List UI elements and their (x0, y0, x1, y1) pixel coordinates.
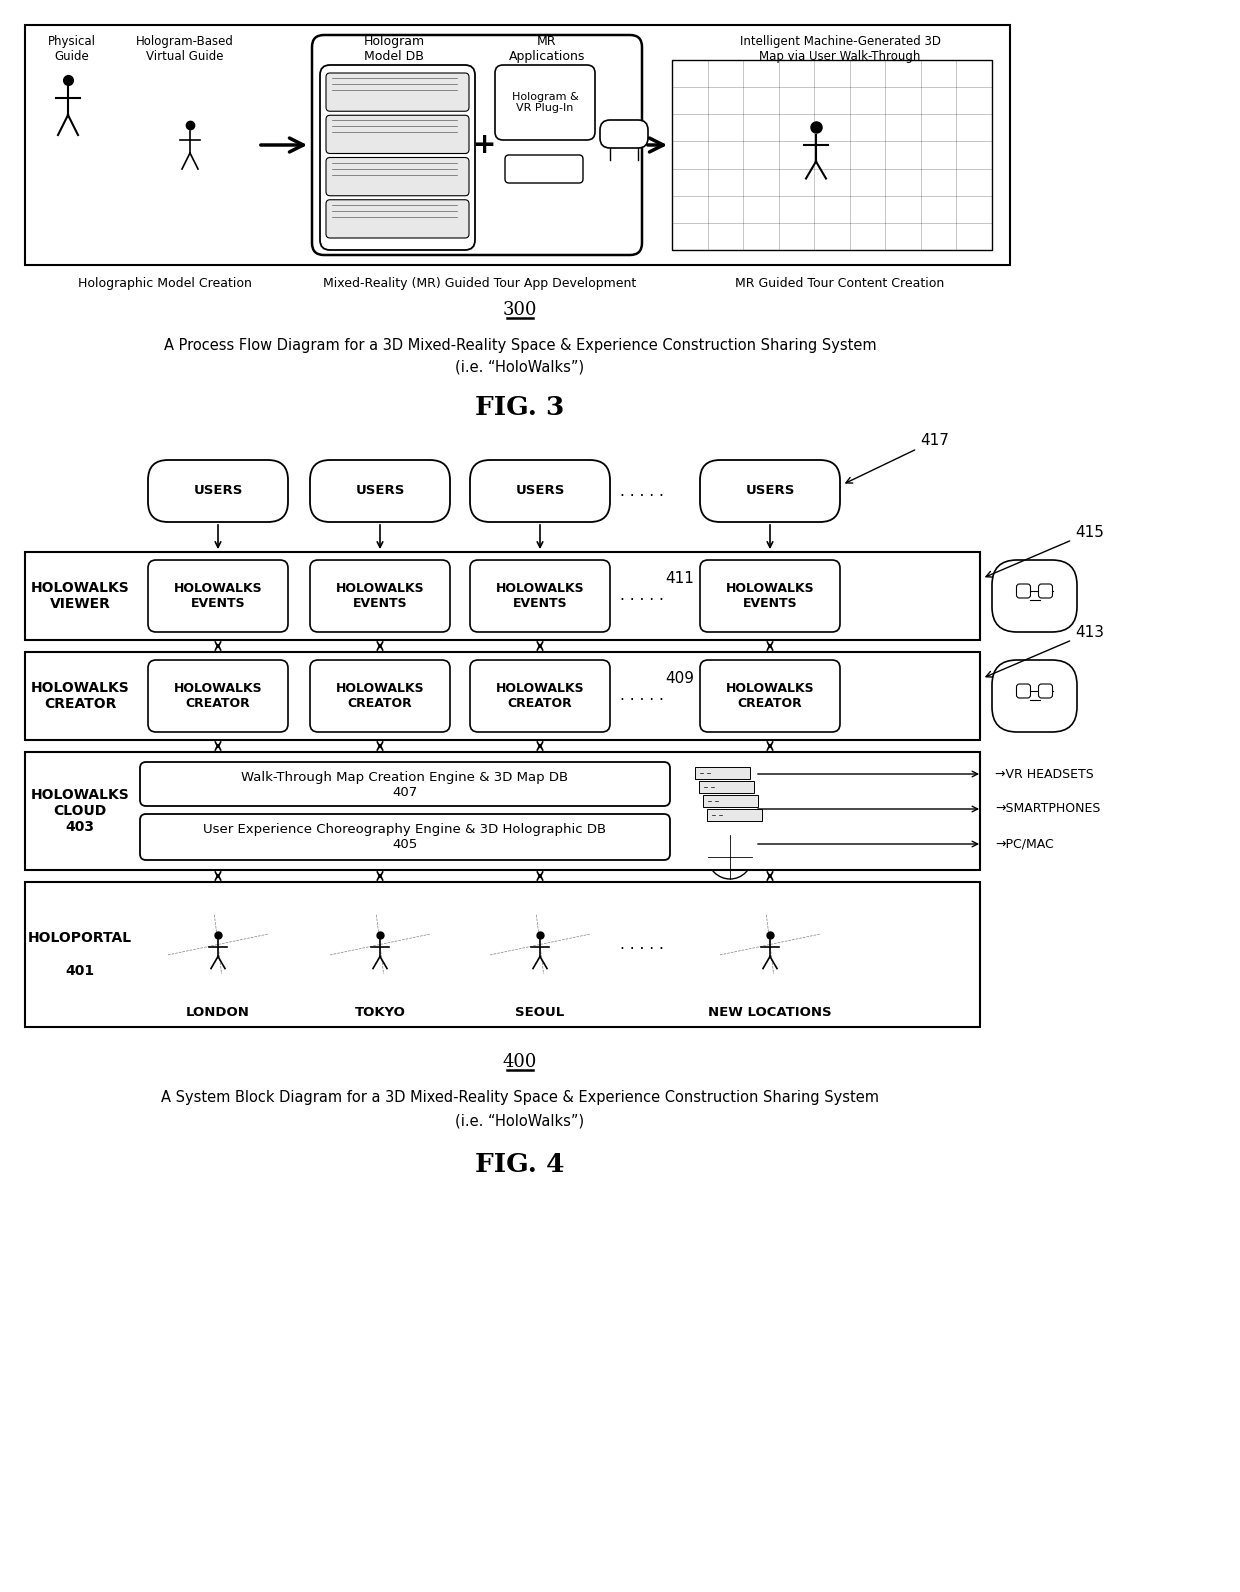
FancyBboxPatch shape (148, 661, 288, 732)
Text: →SMARTPHONES: →SMARTPHONES (994, 802, 1100, 815)
Text: USERS: USERS (745, 484, 795, 497)
Bar (25, 552, 980, 640)
Bar (694, 767, 750, 778)
FancyBboxPatch shape (701, 661, 839, 732)
FancyBboxPatch shape (1017, 685, 1030, 697)
Bar (707, 809, 763, 821)
Text: HOLOWALKS
EVENTS: HOLOWALKS EVENTS (336, 583, 424, 610)
Text: USERS: USERS (516, 484, 564, 497)
Text: HOLOWALKS
CREATOR: HOLOWALKS CREATOR (496, 681, 584, 710)
Bar (25, 25, 1011, 264)
FancyBboxPatch shape (312, 35, 642, 255)
Text: 405: 405 (392, 837, 418, 850)
FancyBboxPatch shape (326, 199, 469, 237)
Text: Walk-Through Map Creation Engine & 3D Map DB: Walk-Through Map Creation Engine & 3D Ma… (242, 771, 569, 783)
Text: HOLOWALKS
EVENTS: HOLOWALKS EVENTS (174, 583, 263, 610)
Text: . . . . .: . . . . . (620, 688, 663, 704)
Text: Physical
Guide: Physical Guide (48, 35, 95, 64)
Text: HOLOWALKS
CREATOR: HOLOWALKS CREATOR (31, 681, 129, 712)
FancyBboxPatch shape (470, 460, 610, 522)
FancyBboxPatch shape (1039, 685, 1053, 697)
FancyBboxPatch shape (1039, 584, 1053, 599)
Text: HOLOWALKS
CREATOR: HOLOWALKS CREATOR (174, 681, 263, 710)
Bar (672, 60, 992, 250)
Text: User Experience Choreography Engine & 3D Holographic DB: User Experience Choreography Engine & 3D… (203, 823, 606, 836)
Text: Holographic Model Creation: Holographic Model Creation (78, 277, 252, 290)
FancyBboxPatch shape (310, 560, 450, 632)
Text: NEW LOCATIONS: NEW LOCATIONS (708, 1006, 832, 1019)
Text: Hologram
Model DB: Hologram Model DB (363, 35, 424, 64)
Text: . . . . .: . . . . . (620, 938, 663, 952)
Text: HOLOWALKS
EVENTS: HOLOWALKS EVENTS (725, 583, 815, 610)
Text: 409: 409 (665, 670, 694, 686)
FancyBboxPatch shape (140, 814, 670, 860)
Bar (699, 782, 754, 793)
Text: Hologram-Based
Virtual Guide: Hologram-Based Virtual Guide (136, 35, 234, 64)
FancyBboxPatch shape (600, 119, 649, 148)
FancyBboxPatch shape (310, 460, 450, 522)
Text: Mixed-Reality (MR) Guided Tour App Development: Mixed-Reality (MR) Guided Tour App Devel… (324, 277, 636, 290)
Text: 417: 417 (846, 433, 949, 482)
FancyBboxPatch shape (1017, 584, 1030, 599)
Text: 400: 400 (502, 1052, 537, 1071)
Bar (703, 794, 758, 807)
FancyBboxPatch shape (326, 115, 469, 153)
Text: A System Block Diagram for a 3D Mixed-Reality Space & Experience Construction Sh: A System Block Diagram for a 3D Mixed-Re… (161, 1091, 879, 1105)
Text: FIG. 3: FIG. 3 (475, 395, 564, 420)
Text: Hologram &
VR Plug-In: Hologram & VR Plug-In (512, 92, 578, 113)
Text: . . . . .: . . . . . (620, 589, 663, 603)
FancyBboxPatch shape (701, 460, 839, 522)
Text: HOLOWALKS
CREATOR: HOLOWALKS CREATOR (336, 681, 424, 710)
Text: TOKYO: TOKYO (355, 1006, 405, 1019)
Text: →VR HEADSETS: →VR HEADSETS (994, 767, 1094, 780)
FancyBboxPatch shape (310, 661, 450, 732)
Text: USERS: USERS (193, 484, 243, 497)
FancyBboxPatch shape (148, 560, 288, 632)
Text: LONDON: LONDON (186, 1006, 250, 1019)
Text: +: + (474, 131, 497, 159)
Text: 407: 407 (392, 785, 418, 799)
Bar (25, 751, 980, 869)
Text: SEOUL: SEOUL (516, 1006, 564, 1019)
Text: MR
Applications: MR Applications (508, 35, 585, 64)
Text: (i.e. “HoloWalks”): (i.e. “HoloWalks”) (455, 1114, 584, 1129)
FancyBboxPatch shape (992, 560, 1078, 632)
Text: HOLOPORTAL

401: HOLOPORTAL 401 (29, 931, 133, 977)
Text: HOLOWALKS
CREATOR: HOLOWALKS CREATOR (725, 681, 815, 710)
Text: 411: 411 (665, 572, 694, 586)
FancyBboxPatch shape (495, 65, 595, 140)
FancyBboxPatch shape (701, 560, 839, 632)
FancyBboxPatch shape (505, 154, 583, 183)
FancyBboxPatch shape (148, 460, 288, 522)
Text: 413: 413 (986, 626, 1104, 677)
Bar (25, 882, 980, 1027)
Text: . . . . .: . . . . . (620, 484, 663, 498)
Text: Intelligent Machine-Generated 3D
Map via User Walk-Through: Intelligent Machine-Generated 3D Map via… (739, 35, 940, 64)
Text: USERS: USERS (356, 484, 404, 497)
Text: 300: 300 (502, 301, 537, 318)
Text: (i.e. “HoloWalks”): (i.e. “HoloWalks”) (455, 360, 584, 376)
Text: FIG. 4: FIG. 4 (475, 1153, 564, 1176)
FancyBboxPatch shape (326, 73, 469, 111)
FancyBboxPatch shape (470, 661, 610, 732)
Text: MR Guided Tour Content Creation: MR Guided Tour Content Creation (735, 277, 945, 290)
Text: HOLOWALKS
CLOUD
403: HOLOWALKS CLOUD 403 (31, 788, 129, 834)
FancyBboxPatch shape (992, 661, 1078, 732)
Text: A Process Flow Diagram for a 3D Mixed-Reality Space & Experience Construction Sh: A Process Flow Diagram for a 3D Mixed-Re… (164, 338, 877, 353)
Text: HOLOWALKS
EVENTS: HOLOWALKS EVENTS (496, 583, 584, 610)
Text: HOLOWALKS
VIEWER: HOLOWALKS VIEWER (31, 581, 129, 611)
Text: 415: 415 (986, 525, 1104, 578)
FancyBboxPatch shape (140, 763, 670, 806)
FancyBboxPatch shape (326, 158, 469, 196)
FancyBboxPatch shape (470, 560, 610, 632)
FancyBboxPatch shape (320, 65, 475, 250)
Bar (25, 653, 980, 740)
Text: →PC/MAC: →PC/MAC (994, 837, 1054, 850)
